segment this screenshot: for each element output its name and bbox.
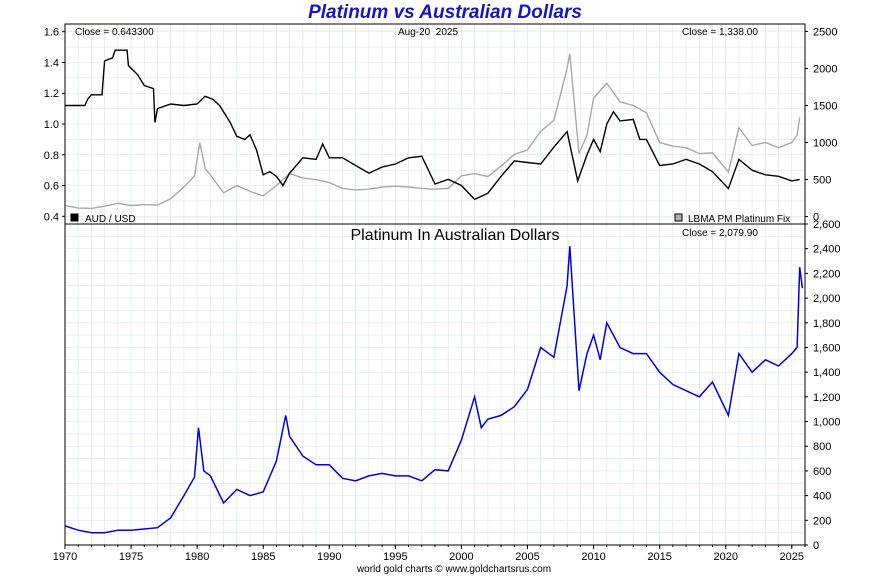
top-date-label: Aug-20 2025	[398, 27, 458, 38]
top-left-tick-label: 1.0	[44, 119, 59, 131]
x-tick-label: 2020	[713, 551, 737, 563]
bottom-right-tick-label: 1,000	[813, 417, 841, 429]
bottom-right-tick-label: 2,000	[813, 293, 841, 305]
legend-platinum-swatch	[674, 213, 683, 222]
bottom-panel-grid	[64, 223, 806, 545]
x-tick-label: 1980	[185, 551, 209, 563]
top-left-tick-label: 0.4	[44, 211, 59, 223]
bottom-right-tick-label: 600	[813, 466, 831, 478]
bottom-right-tick-label: 800	[813, 441, 831, 453]
bottom-panel-series	[64, 246, 804, 534]
x-tick-label: 1985	[251, 551, 275, 563]
bottom-right-tick-label: 1,400	[813, 367, 841, 379]
x-tick-label: 1995	[383, 551, 407, 563]
legend-platinum-label: LBMA PM Platinum Fix	[688, 214, 790, 225]
top-right-close-label: Close = 1,338.00	[682, 27, 758, 38]
bottom-panel-title: Platinum In Australian Dollars	[351, 227, 560, 244]
bottom-right-tick-label: 1,800	[813, 318, 841, 330]
bottom-right-tick-label: 2,600	[813, 219, 841, 231]
top-right-tick-label: 0	[813, 212, 819, 224]
top-left-tick-label: 0.8	[44, 150, 59, 162]
bottom-right-tick-label: 2,400	[813, 244, 841, 256]
x-tick-label: 1975	[119, 551, 143, 563]
top-left-tick-label: 1.6	[44, 27, 59, 39]
footer-credit: world gold charts © www.goldchartsrus.co…	[356, 564, 551, 575]
top-right-tick-label: 500	[813, 175, 831, 187]
series-platinum-aud-line	[64, 246, 804, 534]
bottom-right-close-label: Close = 2,079.90	[682, 228, 758, 239]
series-platinum-usd-line	[64, 53, 801, 210]
x-tick-label: 2025	[780, 551, 804, 563]
top-panel-series	[64, 49, 801, 210]
top-right-tick-label: 2500	[813, 26, 837, 38]
bottom-right-tick-label: 1,600	[813, 342, 841, 354]
x-tick-label: 2010	[581, 551, 605, 563]
top-left-tick-label: 1.2	[44, 88, 59, 100]
bottom-right-tick-label: 200	[813, 515, 831, 527]
chart-title: Platinum vs Australian Dollars	[308, 2, 582, 23]
bottom-right-tick-label: 1,200	[813, 392, 841, 404]
legend-aud-swatch	[70, 213, 79, 222]
x-tick-label: 2015	[647, 551, 671, 563]
axes: 0.40.60.81.01.21.41.60500100015002000250…	[44, 23, 841, 563]
x-tick-label: 1990	[317, 551, 341, 563]
top-right-tick-label: 2000	[813, 63, 837, 75]
bottom-right-tick-label: 400	[813, 491, 831, 503]
series-aud-usd-line	[65, 49, 800, 201]
top-left-tick-label: 0.6	[44, 181, 59, 193]
top-left-tick-label: 1.4	[44, 57, 59, 69]
top-right-tick-label: 1500	[813, 100, 837, 112]
bottom-right-tick-label: 2,200	[813, 268, 841, 280]
x-tick-label: 1970	[53, 551, 77, 563]
top-left-close-label: Close = 0.643300	[75, 27, 154, 38]
top-right-tick-label: 1000	[813, 138, 837, 150]
bottom-right-tick-label: 0	[813, 540, 819, 552]
top-panel-grid	[64, 24, 806, 224]
x-tick-label: 2005	[515, 551, 539, 563]
x-tick-label: 2000	[449, 551, 473, 563]
legend-aud-label: AUD / USD	[85, 214, 136, 225]
